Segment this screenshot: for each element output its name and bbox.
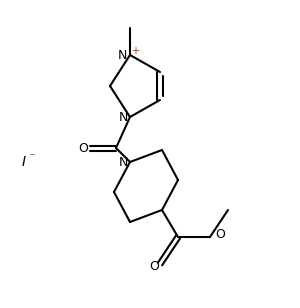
Text: O: O bbox=[149, 261, 159, 274]
Text: I: I bbox=[22, 155, 26, 169]
Text: ⁻: ⁻ bbox=[29, 152, 34, 162]
Text: N: N bbox=[118, 156, 128, 168]
Text: O: O bbox=[215, 229, 225, 241]
Text: N: N bbox=[118, 111, 128, 124]
Text: N: N bbox=[118, 48, 127, 62]
Text: O: O bbox=[78, 141, 88, 155]
Text: +: + bbox=[131, 46, 139, 56]
